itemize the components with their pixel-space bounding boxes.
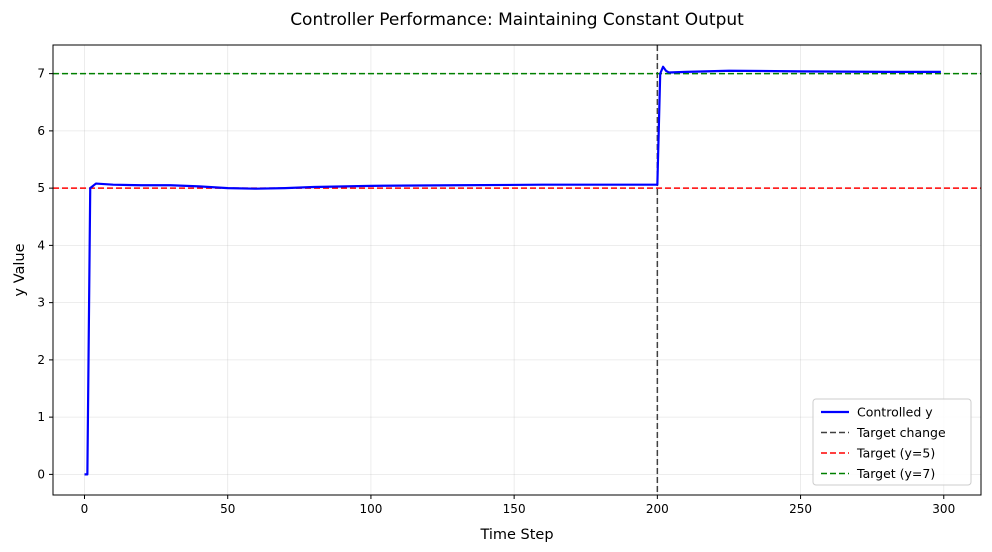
chart-title: Controller Performance: Maintaining Cons… [290,10,744,30]
controlled-y-line [84,65,941,476]
legend-label: Target change [856,425,946,440]
y-tick-label: 5 [37,181,45,195]
plot-area [53,45,981,495]
y-tick-label: 6 [37,124,45,138]
y-axis-label: y Value [12,243,28,296]
x-tick-label: 250 [789,502,812,516]
y-tick-label: 1 [37,410,45,424]
y-tick-label: 0 [37,467,45,481]
x-axis-label: Time Step [479,527,553,543]
legend-label: Controlled y [857,405,933,420]
plot-frame [52,44,982,496]
axis-ticks: 0 50 100 150 200 250 300 0 1 2 3 4 5 6 7 [37,67,955,516]
y-tick-label: 3 [37,296,45,310]
legend-label: Target (y=5) [856,446,935,461]
x-tick-label: 300 [932,502,955,516]
x-tick-label: 0 [81,502,89,516]
y-tick-label: 4 [37,238,45,252]
x-tick-label: 50 [220,502,235,516]
y-tick-label: 2 [37,353,45,367]
x-tick-label: 100 [359,502,382,516]
x-tick-label: 200 [646,502,669,516]
y-tick-label: 7 [37,67,45,81]
legend-label: Target (y=7) [856,466,935,481]
x-tick-label: 150 [503,502,526,516]
legend-box [812,398,972,486]
legend: Controlled y Target change Target (y=5) Tar… [812,398,972,486]
